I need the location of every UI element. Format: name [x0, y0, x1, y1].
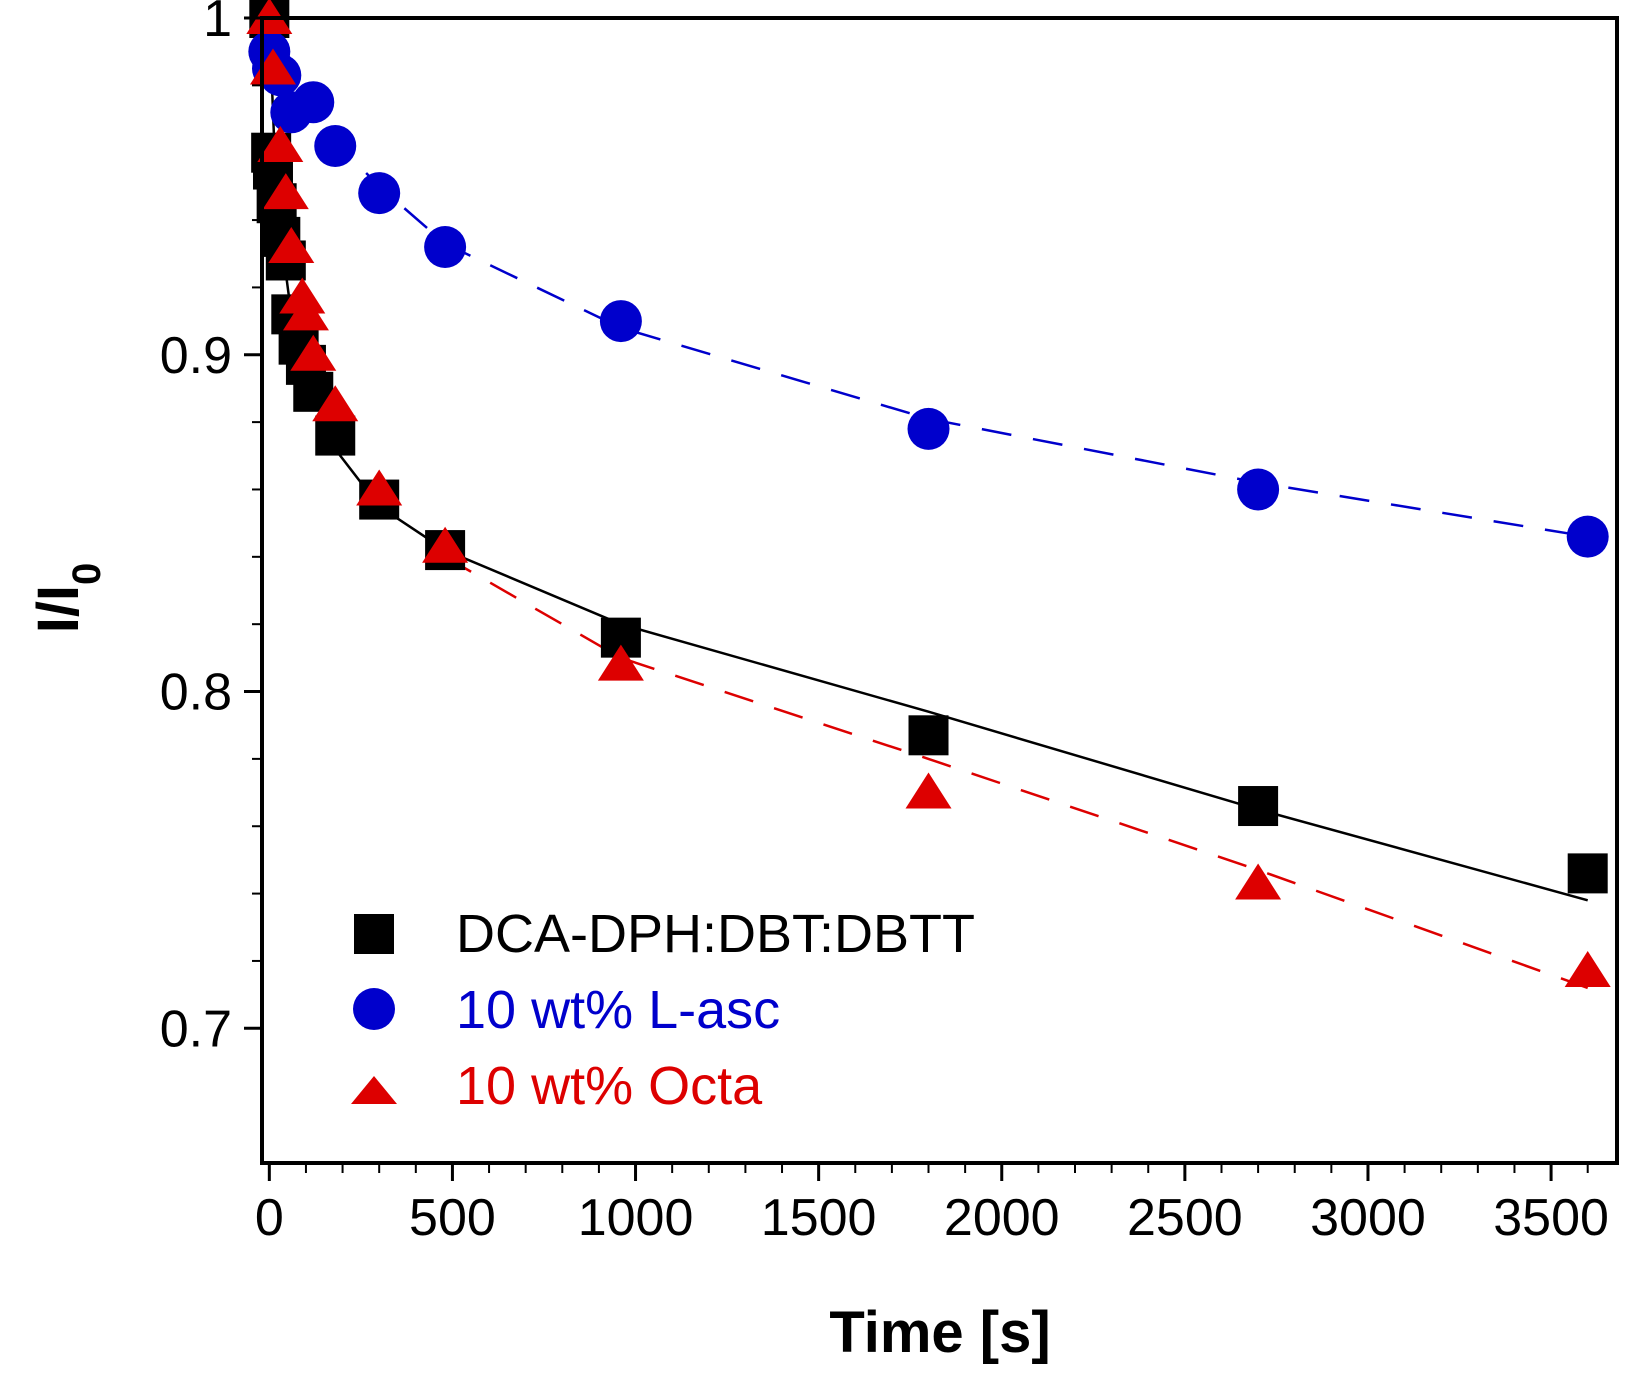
- legend: DCA-DPH:DBT:DBTT 10 wt% L-asc 10 wt% Oct…: [351, 904, 975, 1116]
- legend-label-l-asc: 10 wt% L-asc: [456, 980, 780, 1040]
- x-tick-label: 0: [255, 1189, 284, 1247]
- data-point-circle: [314, 124, 357, 167]
- svg-text:I/I0: I/I0: [26, 563, 109, 634]
- legend-item-dca-dph-dbt-dbtt: DCA-DPH:DBT:DBTT: [354, 904, 975, 964]
- y-tick-label: 0.8: [160, 664, 232, 722]
- legend-label-octa: 10 wt% Octa: [456, 1056, 763, 1116]
- data-point-circle: [358, 172, 401, 215]
- data-point-triangle: [268, 227, 315, 263]
- data-point-circle: [599, 300, 642, 343]
- x-axis-title: Time [s]: [829, 1300, 1050, 1365]
- data-point-triangle: [279, 277, 326, 314]
- data-point-triangle: [422, 526, 469, 563]
- legend-item-octa: 10 wt% Octa: [351, 1056, 763, 1116]
- legend-marker-square: [354, 914, 394, 954]
- x-tick-label: 1500: [761, 1189, 877, 1247]
- tick-labels-layer: 0 500 1000 1500 2000 2500 3000 3500 0.7 0.8 0.9 1: [160, 0, 1609, 1247]
- y-axis-title-subscript: 0: [65, 563, 109, 585]
- fit-line-series-2: [444, 555, 1589, 990]
- plot-area-frame: [260, 16, 1619, 1165]
- markers-layer: [246, 0, 1611, 988]
- x-tick-label: 500: [409, 1189, 496, 1247]
- data-point-square: [908, 715, 949, 756]
- data-point-square: [315, 415, 356, 456]
- tick-marks-layer: [244, 16, 1589, 1181]
- data-point-triangle: [262, 173, 309, 210]
- data-point-circle: [1566, 515, 1609, 558]
- y-tick-label: 1: [203, 0, 232, 48]
- x-tick-label: 2000: [944, 1189, 1060, 1247]
- data-point-triangle: [597, 644, 644, 681]
- y-tick-label: 0.9: [160, 327, 232, 385]
- x-tick-label: 3000: [1310, 1189, 1426, 1247]
- data-point-circle: [907, 407, 950, 450]
- fit-line-series-1: [268, 51, 1588, 538]
- data-point-triangle: [905, 772, 952, 809]
- data-point-triangle: [1235, 863, 1282, 900]
- legend-label-dca-dph-dbt-dbtt: DCA-DPH:DBT:DBTT: [456, 904, 975, 964]
- y-axis-title: I/I0: [26, 563, 109, 634]
- y-tick-label: 0.7: [160, 1000, 232, 1058]
- data-point-square: [1567, 853, 1608, 894]
- legend-item-l-asc: 10 wt% L-asc: [353, 980, 780, 1040]
- y-axis-title-main: I/I: [26, 585, 91, 633]
- x-tick-label: 3500: [1493, 1189, 1609, 1247]
- data-point-triangle: [282, 294, 329, 331]
- data-point-triangle: [257, 125, 304, 162]
- data-point-circle: [292, 81, 335, 124]
- data-point-triangle: [356, 469, 403, 506]
- fit-lines-layer: [268, 17, 1589, 990]
- legend-marker-triangle: [351, 1076, 397, 1104]
- data-point-square: [1238, 786, 1279, 827]
- x-tick-label: 1000: [578, 1189, 694, 1247]
- x-tick-label: 2500: [1127, 1189, 1243, 1247]
- data-point-triangle: [1564, 951, 1611, 988]
- data-point-triangle: [290, 334, 337, 371]
- data-point-circle: [1237, 468, 1280, 511]
- legend-marker-circle: [353, 988, 395, 1030]
- data-point-triangle: [312, 385, 359, 422]
- data-point-circle: [424, 226, 467, 268]
- fit-line-series-0: [268, 17, 1589, 902]
